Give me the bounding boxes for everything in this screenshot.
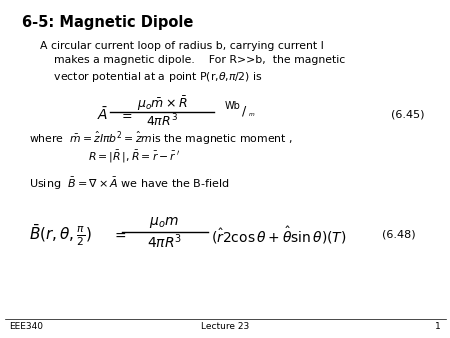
Text: $=$: $=$ [112, 228, 126, 242]
Text: $\bar{A}$: $\bar{A}$ [97, 106, 108, 123]
Text: (6.45): (6.45) [392, 110, 425, 120]
Text: $\mu_o\bar{m}\times\bar{R}$: $\mu_o\bar{m}\times\bar{R}$ [137, 95, 187, 113]
Text: $4\pi R^3$: $4\pi R^3$ [146, 113, 178, 129]
Text: $4\pi R^3$: $4\pi R^3$ [147, 232, 182, 251]
Text: 1: 1 [435, 322, 441, 331]
Text: $R =|\bar{R}\,|, \bar{R} = \bar{r} - \bar{r}\,'$: $R =|\bar{R}\,|, \bar{R} = \bar{r} - \ba… [88, 149, 180, 165]
Text: $(\hat{r}2\cos\theta + \hat{\theta}\sin\theta)(T)$: $(\hat{r}2\cos\theta + \hat{\theta}\sin\… [211, 224, 346, 245]
Text: $_m$: $_m$ [248, 111, 255, 119]
Text: $\mu_o m$: $\mu_o m$ [149, 215, 179, 230]
Text: (6.48): (6.48) [382, 230, 415, 240]
Text: $=$: $=$ [119, 108, 133, 121]
Text: Lecture 23: Lecture 23 [201, 322, 249, 331]
Text: where  $\bar{m} = \hat{z}I\pi b^2 = \hat{z}m$is the magnetic moment ,: where $\bar{m} = \hat{z}I\pi b^2 = \hat{… [29, 129, 293, 148]
Text: /: / [242, 104, 246, 117]
Text: Wb: Wb [225, 101, 241, 112]
Text: Using  $\bar{B} = \nabla\times\bar{A}$ we have the B-field: Using $\bar{B} = \nabla\times\bar{A}$ we… [29, 176, 230, 192]
Text: 6-5: Magnetic Dipole: 6-5: Magnetic Dipole [22, 15, 194, 30]
Text: $\bar{B}(r,\theta,\frac{\pi}{2})$: $\bar{B}(r,\theta,\frac{\pi}{2})$ [29, 222, 92, 248]
Text: A circular current loop of radius b, carrying current I
    makes a magnetic dip: A circular current loop of radius b, car… [40, 41, 346, 84]
Text: EEE340: EEE340 [9, 322, 43, 331]
